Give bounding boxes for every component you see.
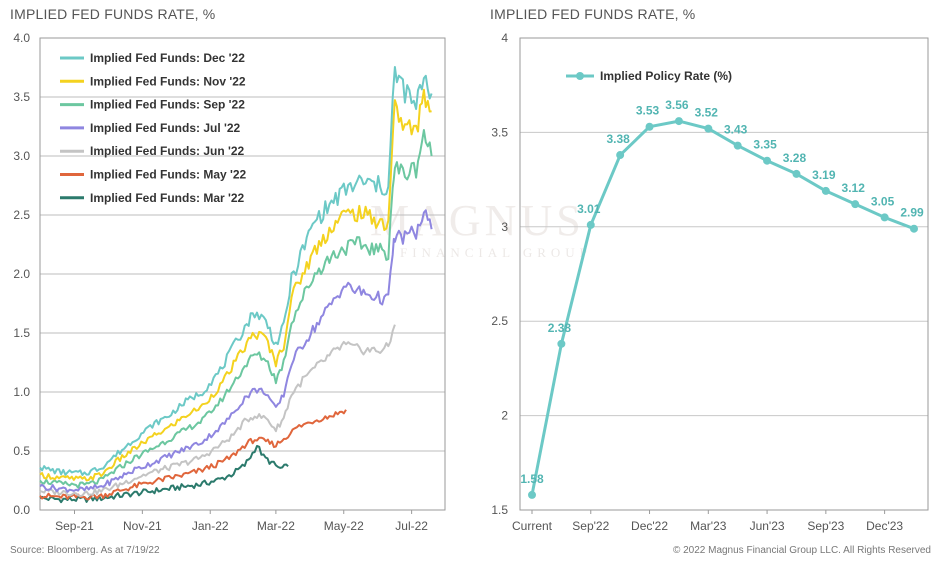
y-tick-label: 1.5 (491, 503, 508, 517)
policy-rate-point (528, 490, 536, 499)
copyright-note: © 2022 Magnus Financial Group LLC. All R… (672, 545, 931, 556)
x-tick-label: Jun'23 (750, 519, 785, 533)
x-tick-label: Jan-22 (192, 519, 229, 533)
y-tick-label: 4.0 (13, 31, 30, 45)
policy-rate-point (733, 141, 742, 150)
data-label: 3.19 (812, 168, 836, 182)
y-tick-label: 3.5 (13, 90, 30, 104)
policy-rate-point (792, 169, 801, 178)
data-label: 3.35 (753, 138, 777, 152)
legend-label: Implied Policy Rate (%) (600, 69, 732, 83)
legend-label: Implied Fed Funds: Dec '22 (90, 51, 245, 65)
watermark-brand: MAGNUS (370, 196, 585, 245)
data-label: 3.43 (724, 123, 748, 137)
policy-rate-point (616, 151, 625, 160)
left-chart-title: IMPLIED FED FUNDS RATE, % (10, 6, 216, 22)
policy-rate-point (586, 220, 595, 229)
x-tick-label: Mar'23 (690, 519, 727, 533)
legend-label: Implied Fed Funds: Sep '22 (90, 98, 245, 112)
y-tick-label: 0.5 (13, 444, 30, 458)
data-label: 3.05 (871, 194, 895, 208)
x-tick-label: Mar-22 (257, 519, 295, 533)
y-tick-label: 2 (501, 409, 508, 423)
data-label: 2.99 (900, 206, 924, 220)
series-line (39, 209, 433, 493)
legend-label: Implied Fed Funds: Mar '22 (90, 191, 245, 205)
data-label: 3.28 (783, 151, 807, 165)
x-tick-label: Sep'22 (572, 519, 609, 533)
source-note: Source: Bloomberg. As at 7/19/22 (10, 545, 160, 556)
y-tick-label: 2.5 (491, 314, 508, 328)
data-label: 3.38 (606, 132, 630, 146)
y-tick-label: 3.0 (13, 149, 30, 163)
policy-rate-point (821, 186, 830, 195)
policy-rate-point (763, 156, 772, 165)
x-tick-label: Jul-22 (395, 519, 428, 533)
data-label: 3.53 (636, 104, 660, 118)
y-tick-label: 2.0 (13, 267, 30, 281)
x-tick-label: Dec'23 (866, 519, 903, 533)
x-tick-label: Nov-21 (123, 519, 162, 533)
policy-rate-point (851, 200, 860, 209)
y-tick-label: 1.5 (13, 326, 30, 340)
watermark-subtitle: FINANCIAL GROUP (400, 245, 592, 260)
policy-rate-point (645, 122, 654, 131)
x-tick-label: May-22 (324, 519, 364, 533)
x-tick-label: Sep'23 (807, 519, 844, 533)
policy-rate-point (674, 117, 683, 126)
data-label: 2.38 (548, 321, 572, 335)
policy-rate-point (910, 224, 918, 233)
legend-label: Implied Fed Funds: Jun '22 (90, 144, 245, 158)
data-label: 3.01 (577, 202, 601, 216)
data-label: 3.52 (695, 106, 719, 120)
y-tick-label: 1.0 (13, 385, 30, 399)
y-tick-label: 3 (501, 220, 508, 234)
series-line (39, 324, 396, 498)
legend-marker (576, 72, 584, 80)
series-line (39, 409, 347, 501)
x-tick-label: Dec'22 (631, 519, 668, 533)
legend-label: Implied Fed Funds: Jul '22 (90, 121, 241, 135)
policy-rate-line (530, 119, 915, 496)
y-tick-label: 4 (501, 31, 508, 45)
x-tick-label: Sep-21 (55, 519, 94, 533)
policy-rate-point (880, 213, 889, 222)
policy-rate-point (704, 124, 713, 133)
series-line (39, 129, 433, 489)
data-label: 3.12 (842, 181, 866, 195)
y-tick-label: 3.5 (491, 125, 508, 139)
data-label: 1.58 (520, 472, 544, 486)
policy-rate-point (557, 339, 566, 348)
y-tick-label: 0.0 (13, 503, 30, 517)
legend-label: Implied Fed Funds: May '22 (90, 168, 247, 182)
x-tick-label: Current (512, 519, 553, 533)
y-tick-label: 2.5 (13, 208, 30, 222)
plot-frame (519, 37, 929, 511)
data-label: 3.56 (665, 98, 689, 112)
legend-label: Implied Fed Funds: Nov '22 (90, 74, 246, 88)
right-chart-title: IMPLIED FED FUNDS RATE, % (490, 6, 696, 22)
series-line (39, 88, 432, 482)
series-line (39, 66, 433, 476)
plot-frame (39, 37, 446, 511)
